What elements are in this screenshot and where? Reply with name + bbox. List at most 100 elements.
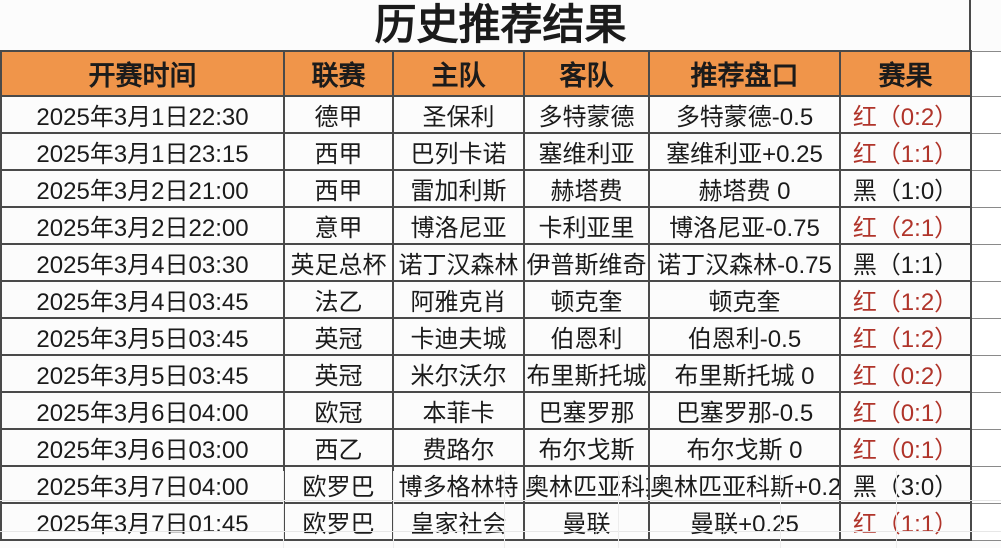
cell-away-team: 奥林匹亚科斯 xyxy=(523,465,650,504)
gridline-vertical xyxy=(393,471,394,548)
empty-column-cell xyxy=(970,354,1001,393)
cell-away-team: 布尔戈斯 xyxy=(523,428,650,467)
cell-away-team: 曼联 xyxy=(523,502,650,541)
cell-league: 英足总杯 xyxy=(283,243,394,282)
cell-result: 黑（1:1） xyxy=(839,243,972,282)
cell-league: 英冠 xyxy=(283,354,394,393)
cell-league: 意甲 xyxy=(283,206,394,245)
cell-kickoff-time: 2025年3月2日21:00 xyxy=(0,169,285,208)
empty-column-cell xyxy=(970,428,1001,467)
empty-column-cell xyxy=(970,280,1001,319)
empty-column-cell xyxy=(970,317,1001,356)
header-home-team: 主队 xyxy=(392,50,525,97)
gridline-vertical xyxy=(618,471,619,548)
cell-handicap: 顿克奎 xyxy=(648,280,841,319)
cell-league: 欧罗巴 xyxy=(283,502,394,541)
cell-result: 红（1:2） xyxy=(839,317,972,356)
empty-column-cell xyxy=(970,169,1001,208)
cell-handicap: 诺丁汉森林-0.75 xyxy=(648,243,841,282)
cell-kickoff-time: 2025年3月6日03:00 xyxy=(0,428,285,467)
cell-result: 红（1:1） xyxy=(839,132,972,171)
cell-league: 欧冠 xyxy=(283,391,394,430)
table-row: 2025年3月1日23:15 西甲 巴列卡诺 塞维利亚 塞维利亚+0.25 红（… xyxy=(0,132,1001,171)
table-row: 2025年3月4日03:45 法乙 阿雅克肖 顿克奎 顿克奎 红（1:2） xyxy=(0,280,1001,319)
header-recommended-handicap: 推荐盘口 xyxy=(648,50,841,97)
header-league: 联赛 xyxy=(283,50,394,97)
cell-away-team: 伊普斯维奇 xyxy=(523,243,650,282)
cell-handicap: 奥林匹亚科斯+0.25 xyxy=(648,465,841,504)
cell-home-team: 雷加利斯 xyxy=(392,169,525,208)
gridline-vertical xyxy=(896,471,897,548)
cell-home-team: 费路尔 xyxy=(392,428,525,467)
cell-league: 西甲 xyxy=(283,169,394,208)
cell-handicap: 赫塔费 0 xyxy=(648,169,841,208)
empty-column-cell xyxy=(970,132,1001,171)
header-away-team: 客队 xyxy=(523,50,650,97)
cell-result: 红（1:1） xyxy=(839,502,972,541)
cell-away-team: 塞维利亚 xyxy=(523,132,650,171)
cell-league: 德甲 xyxy=(283,95,394,134)
cell-home-team: 米尔沃尔 xyxy=(392,354,525,393)
page-title: 历史推荐结果 xyxy=(374,1,627,48)
cell-away-team: 巴塞罗那 xyxy=(523,391,650,430)
cell-result: 红（0:2） xyxy=(839,354,972,393)
cell-kickoff-time: 2025年3月1日22:30 xyxy=(0,95,285,134)
cell-handicap: 博洛尼亚-0.75 xyxy=(648,206,841,245)
table-row: 2025年3月1日22:30 德甲 圣保利 多特蒙德 多特蒙德-0.5 红（0:… xyxy=(0,95,1001,134)
cell-kickoff-time: 2025年3月6日04:00 xyxy=(0,391,285,430)
cell-home-team: 巴列卡诺 xyxy=(392,132,525,171)
cell-handicap: 伯恩利-0.5 xyxy=(648,317,841,356)
cell-result: 黑（3:0） xyxy=(839,465,972,504)
table-row: 2025年3月2日21:00 西甲 雷加利斯 赫塔费 赫塔费 0 黑（1:0） xyxy=(0,169,1001,208)
cell-handicap: 塞维利亚+0.25 xyxy=(648,132,841,171)
gridline-vertical xyxy=(283,471,284,548)
cell-home-team: 博多格林特 xyxy=(392,465,525,504)
empty-column-cell xyxy=(970,502,1001,541)
column-border-line xyxy=(969,0,971,50)
cell-home-team: 皇家社会 xyxy=(392,502,525,541)
cell-league: 西甲 xyxy=(283,132,394,171)
cell-result: 红（1:2） xyxy=(839,280,972,319)
empty-column-cell xyxy=(970,50,1001,97)
empty-column-cell xyxy=(970,243,1001,282)
cell-league: 西乙 xyxy=(283,428,394,467)
gridline-vertical xyxy=(780,471,781,548)
cell-home-team: 阿雅克肖 xyxy=(392,280,525,319)
table-row: 2025年3月6日03:00 西乙 费路尔 布尔戈斯 布尔戈斯 0 红（0:1） xyxy=(0,428,1001,467)
cell-kickoff-time: 2025年3月1日23:15 xyxy=(0,132,285,171)
cell-kickoff-time: 2025年3月5日03:45 xyxy=(0,354,285,393)
cell-kickoff-time: 2025年3月5日03:45 xyxy=(0,317,285,356)
cell-handicap: 布尔戈斯 0 xyxy=(648,428,841,467)
cell-away-team: 多特蒙德 xyxy=(523,95,650,134)
cell-handicap: 多特蒙德-0.5 xyxy=(648,95,841,134)
empty-column-cell xyxy=(970,95,1001,134)
table-row: 2025年3月2日22:00 意甲 博洛尼亚 卡利亚里 博洛尼亚-0.75 红（… xyxy=(0,206,1001,245)
results-table: 开赛时间 联赛 主队 客队 推荐盘口 赛果 2025年3月1日22:30 德甲 … xyxy=(0,50,1001,541)
gridline-horizontal xyxy=(0,500,1001,501)
cell-away-team: 赫塔费 xyxy=(523,169,650,208)
cell-kickoff-time: 2025年3月7日01:45 xyxy=(0,502,285,541)
cell-home-team: 诺丁汉森林 xyxy=(392,243,525,282)
empty-column-cell xyxy=(970,206,1001,245)
cell-handicap: 布里斯托城 0 xyxy=(648,354,841,393)
cell-home-team: 圣保利 xyxy=(392,95,525,134)
cell-away-team: 布里斯托城 xyxy=(523,354,650,393)
table-row: 2025年3月6日04:00 欧冠 本菲卡 巴塞罗那 巴塞罗那-0.5 红（0:… xyxy=(0,391,1001,430)
empty-column-cell xyxy=(970,391,1001,430)
cell-result: 红（2:1） xyxy=(839,206,972,245)
cell-handicap: 巴塞罗那-0.5 xyxy=(648,391,841,430)
cell-away-team: 伯恩利 xyxy=(523,317,650,356)
table-row: 2025年3月5日03:45 英冠 米尔沃尔 布里斯托城 布里斯托城 0 红（0… xyxy=(0,354,1001,393)
cell-kickoff-time: 2025年3月4日03:30 xyxy=(0,243,285,282)
gridline-vertical xyxy=(504,471,505,548)
cell-home-team: 本菲卡 xyxy=(392,391,525,430)
gridline-horizontal xyxy=(0,531,1001,532)
cell-home-team: 博洛尼亚 xyxy=(392,206,525,245)
cell-result: 黑（1:0） xyxy=(839,169,972,208)
table-row: 2025年3月4日03:30 英足总杯 诺丁汉森林 伊普斯维奇 诺丁汉森林-0.… xyxy=(0,243,1001,282)
cell-league: 欧罗巴 xyxy=(283,465,394,504)
header-result: 赛果 xyxy=(839,50,972,97)
cell-league: 法乙 xyxy=(283,280,394,319)
cell-result: 红（0:1） xyxy=(839,391,972,430)
